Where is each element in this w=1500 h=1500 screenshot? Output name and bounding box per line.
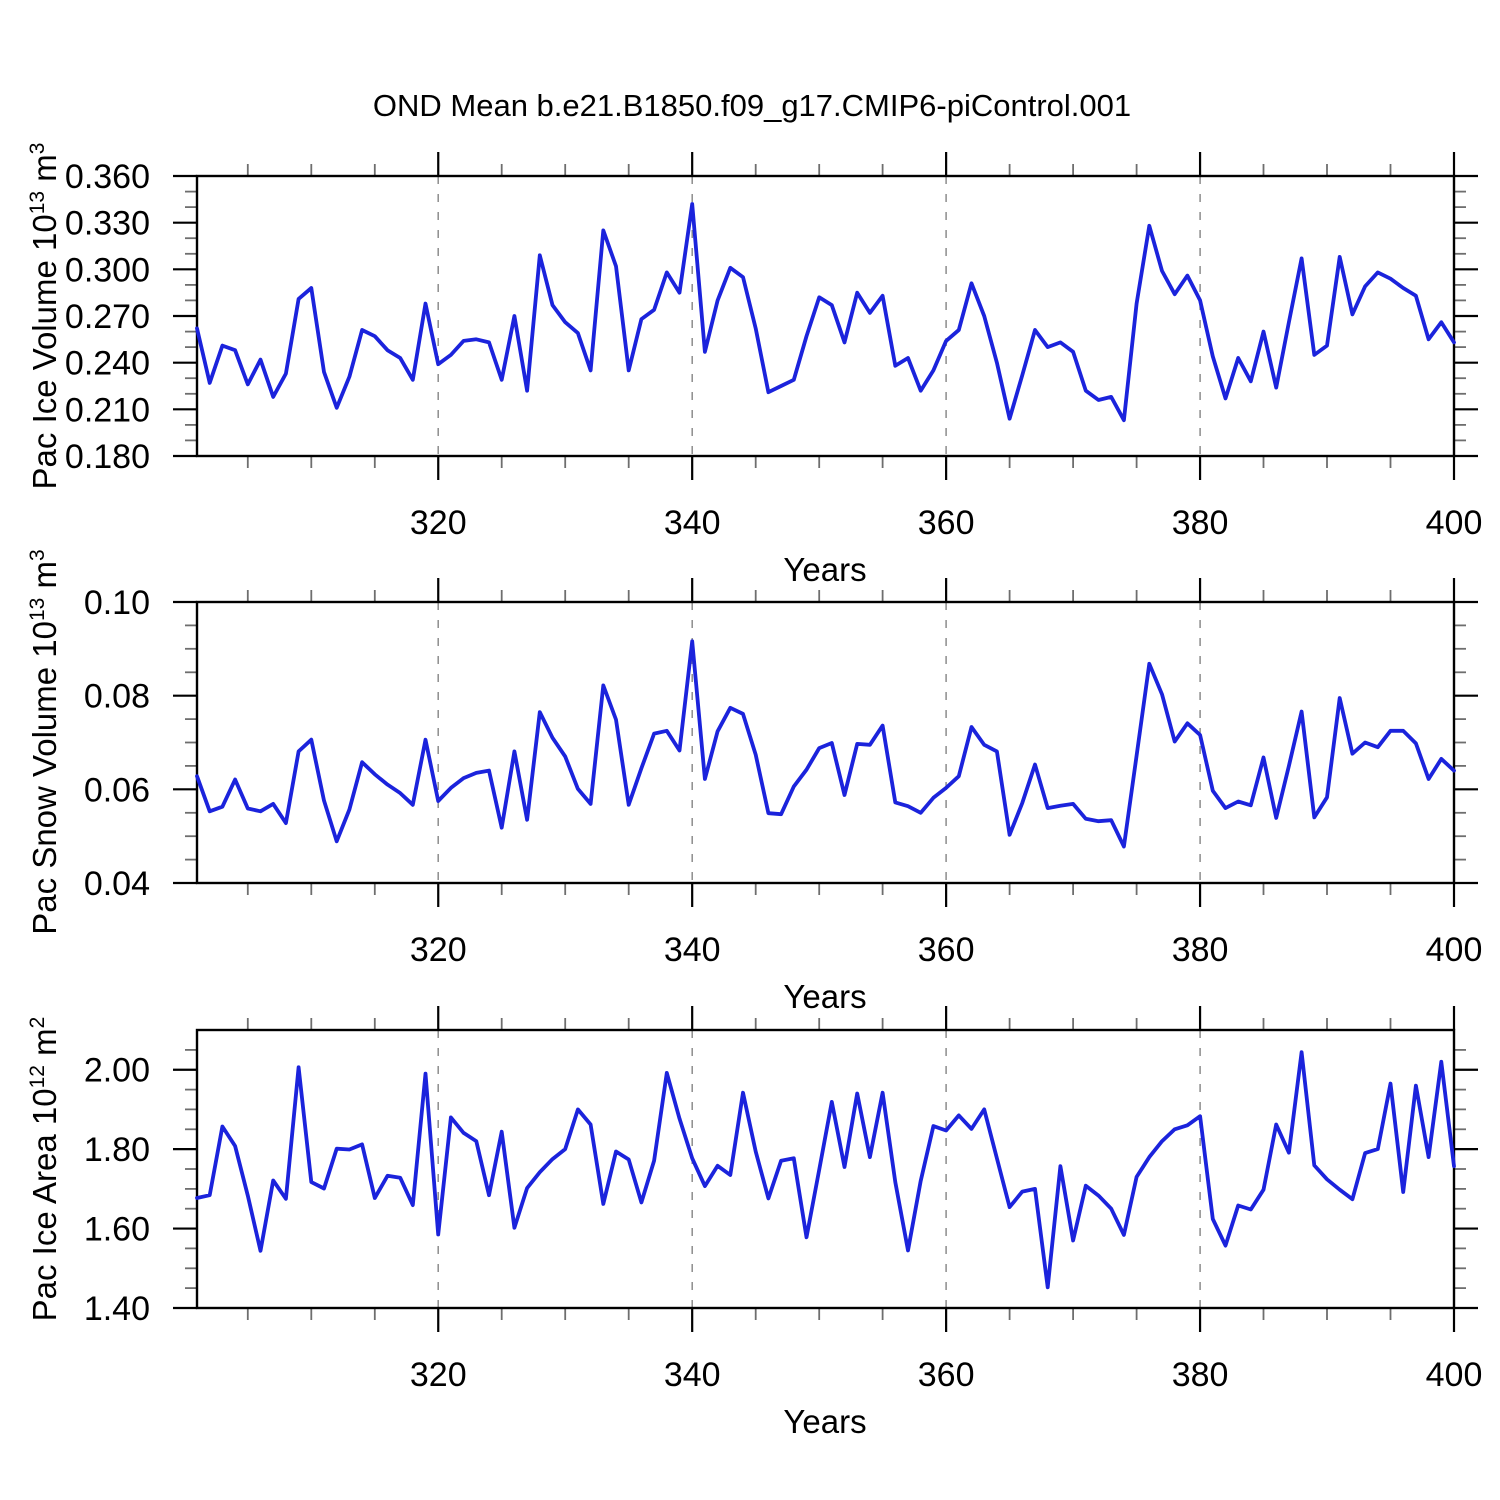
series-pac-ice-area <box>195 1050 1456 1290</box>
svg-text:360: 360 <box>918 931 975 969</box>
svg-text:340: 340 <box>664 504 721 542</box>
svg-text:400: 400 <box>1426 1356 1483 1394</box>
svg-text:0.330: 0.330 <box>65 205 150 243</box>
svg-text:320: 320 <box>410 1356 467 1394</box>
svg-text:380: 380 <box>1172 1356 1229 1394</box>
svg-text:1.40: 1.40 <box>84 1290 150 1328</box>
svg-text:400: 400 <box>1426 504 1483 542</box>
svg-text:0.300: 0.300 <box>65 251 150 289</box>
svg-text:1.60: 1.60 <box>84 1211 150 1249</box>
y-axis-title-ice-area: Pac Ice Area 1012 m2 <box>26 1016 63 1322</box>
svg-text:0.06: 0.06 <box>84 771 150 809</box>
svg-text:380: 380 <box>1172 504 1229 542</box>
svg-text:360: 360 <box>918 504 975 542</box>
svg-text:0.08: 0.08 <box>84 678 150 716</box>
svg-text:380: 380 <box>1172 931 1229 969</box>
x-axis-title-panel1: Years <box>783 551 867 588</box>
svg-text:0.210: 0.210 <box>65 391 150 429</box>
svg-text:360: 360 <box>918 1356 975 1394</box>
svg-text:0.360: 0.360 <box>65 158 150 196</box>
svg-text:400: 400 <box>1426 931 1483 969</box>
svg-text:1.80: 1.80 <box>84 1131 150 1169</box>
svg-text:2.00: 2.00 <box>84 1052 150 1090</box>
svg-text:0.180: 0.180 <box>65 438 150 476</box>
x-axis-title-panel3: Years <box>783 1403 867 1440</box>
svg-text:0.240: 0.240 <box>65 345 150 383</box>
x-axis-title-panel2: Years <box>783 978 867 1015</box>
series-pac-ice-volume <box>195 202 1456 423</box>
svg-text:320: 320 <box>410 931 467 969</box>
series-pac-snow-volume <box>195 639 1456 849</box>
svg-text:340: 340 <box>664 1356 721 1394</box>
svg-text:0.270: 0.270 <box>65 298 150 336</box>
svg-text:0.10: 0.10 <box>84 584 150 622</box>
svg-text:0.04: 0.04 <box>84 865 150 903</box>
chart-title: OND Mean b.e21.B1850.f09_g17.CMIP6-piCon… <box>372 88 1132 123</box>
svg-text:340: 340 <box>664 931 721 969</box>
svg-text:320: 320 <box>410 504 467 542</box>
